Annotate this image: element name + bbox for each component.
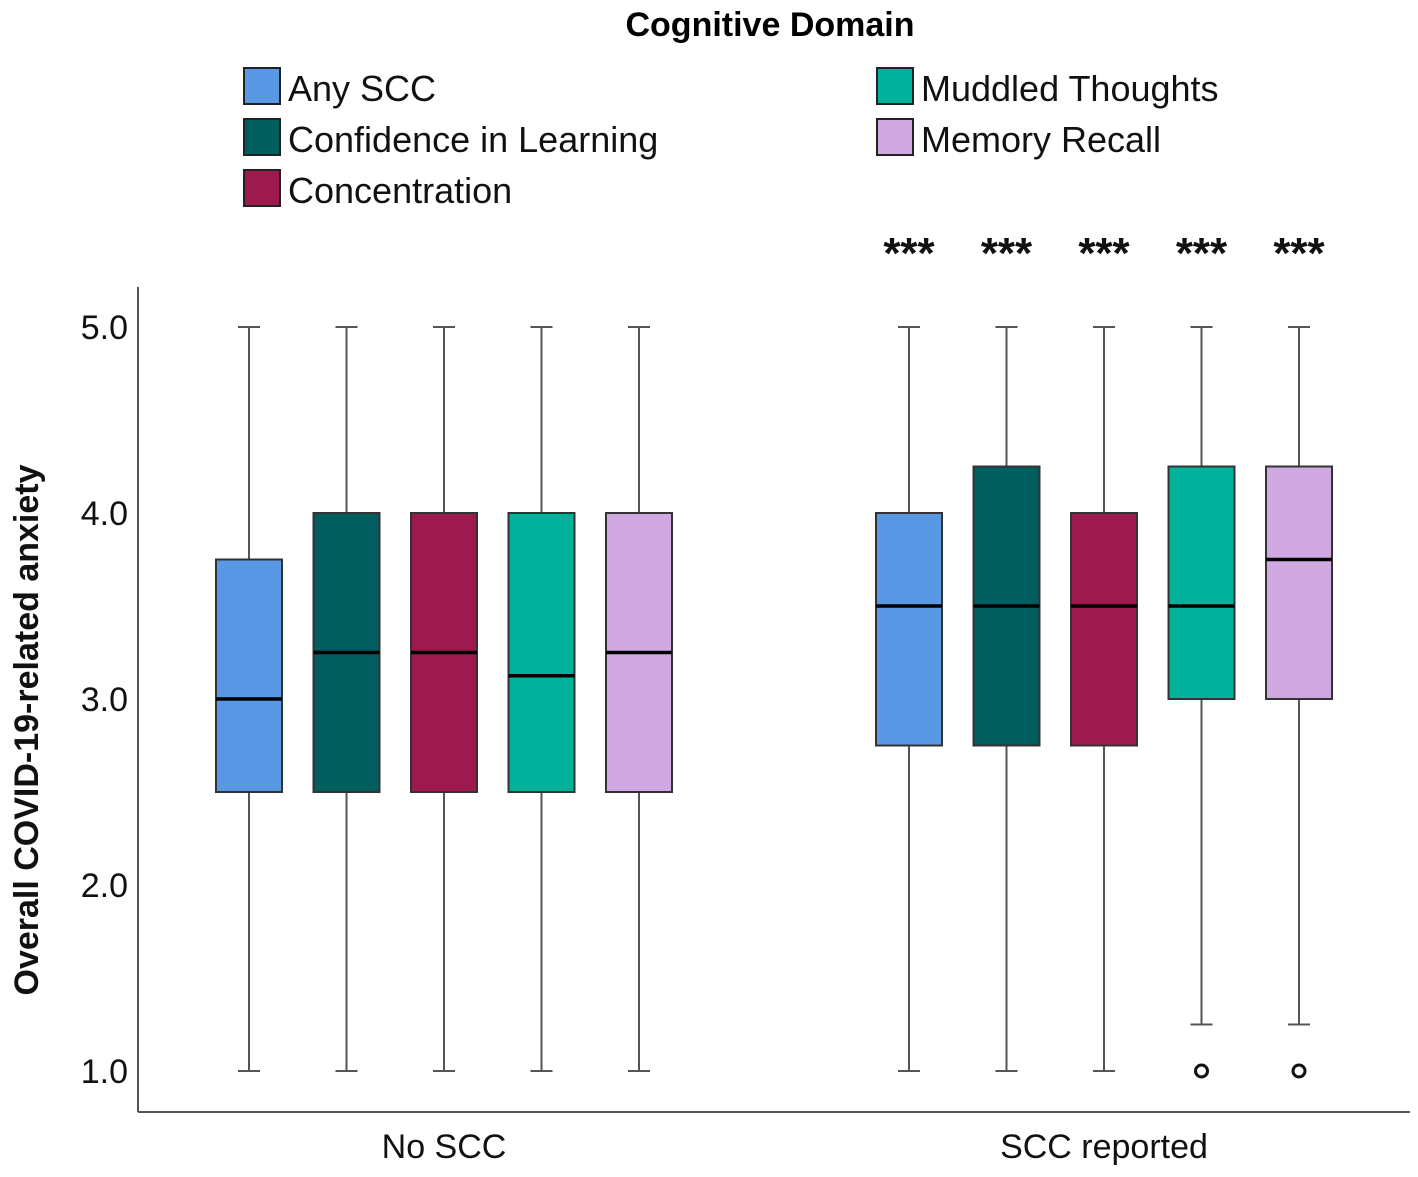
legend-label: Muddled Thoughts xyxy=(921,68,1219,109)
y-tick-label: 1.0 xyxy=(81,1053,128,1091)
legend-title: Cognitive Domain xyxy=(625,6,914,44)
y-axis-label: Overall COVID-19-related anxiety xyxy=(8,464,46,995)
box-3-group-0 xyxy=(507,326,576,1072)
significance-label: *** xyxy=(1176,229,1228,278)
legend-label: Concentration xyxy=(288,170,512,211)
iqr-box xyxy=(1070,512,1138,747)
legend-swatch xyxy=(243,67,281,105)
y-tick-label: 4.0 xyxy=(81,495,128,533)
legend-label: Confidence in Learning xyxy=(288,119,658,160)
iqr-box xyxy=(1265,465,1333,700)
iqr-box xyxy=(875,512,943,747)
legend-swatch xyxy=(243,169,281,207)
box-1-group-1 xyxy=(972,326,1041,1072)
y-tick-labels: 1.0 2.0 3.0 4.0 5.0 xyxy=(81,309,128,1091)
legend-swatch xyxy=(876,118,914,156)
box-plot-series xyxy=(215,326,1333,1079)
box-4-group-1 xyxy=(1265,326,1333,1079)
y-tick-label: 3.0 xyxy=(81,681,128,719)
legend: Any SCC Confidence in Learning Concentrati… xyxy=(243,67,1219,211)
box-2-group-1 xyxy=(1070,326,1138,1072)
significance-label: *** xyxy=(1273,229,1325,278)
x-category-label: No SCC xyxy=(382,1128,507,1166)
outlier-point xyxy=(1194,1063,1209,1079)
box-0-group-1 xyxy=(875,326,943,1072)
legend-label: Any SCC xyxy=(288,68,436,109)
box-3-group-1 xyxy=(1167,326,1236,1079)
box-2-group-0 xyxy=(410,326,478,1072)
significance-label: *** xyxy=(883,229,935,278)
y-tick-label: 5.0 xyxy=(81,309,128,347)
iqr-box xyxy=(507,512,576,793)
iqr-box xyxy=(215,558,283,793)
significance-label: *** xyxy=(1078,229,1130,278)
box-0-group-0 xyxy=(215,326,283,1072)
significance-markers: *** *** *** *** *** xyxy=(883,229,1325,278)
iqr-box xyxy=(1167,465,1236,700)
legend-swatch xyxy=(243,118,281,156)
x-category-label: SCC reported xyxy=(1000,1128,1208,1166)
x-category-labels: No SCC SCC reported xyxy=(382,1128,1208,1166)
legend-label: Memory Recall xyxy=(921,119,1161,160)
box-4-group-0 xyxy=(605,326,673,1072)
outlier-point xyxy=(1291,1063,1307,1079)
y-tick-label: 2.0 xyxy=(81,867,128,905)
axes xyxy=(137,287,1410,1113)
significance-label: *** xyxy=(981,229,1033,278)
legend-swatch xyxy=(876,67,914,105)
box-1-group-0 xyxy=(312,326,381,1072)
